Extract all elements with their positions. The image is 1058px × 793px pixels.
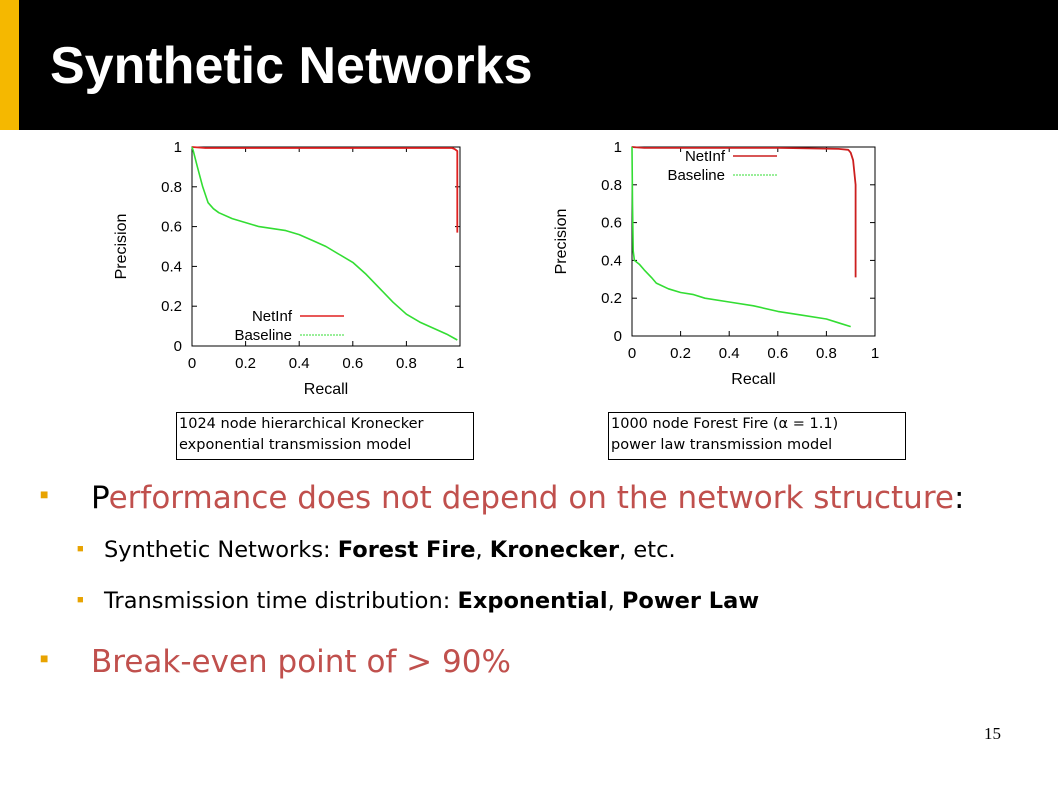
- legend-label: Baseline: [667, 167, 725, 184]
- bullet-bold: Power Law: [621, 588, 760, 614]
- bullet-text: erformance does not depend on the networ…: [108, 480, 954, 516]
- y-tick-label: 0.6: [161, 219, 182, 236]
- bullet-marker: ■: [40, 650, 49, 666]
- y-tick-label: 0.4: [161, 258, 182, 275]
- bullet-text: Transmission time distribution:: [104, 588, 458, 614]
- y-tick-label: 0.8: [161, 179, 182, 196]
- caption-line: 1000 node Forest Fire (α = 1.1): [611, 416, 839, 432]
- chart-kronecker: 0 0.2 0.4 0.6 0.8 1 0 0.2 0.4 0.6 0.8 1 Recall Precis…: [113, 140, 464, 398]
- series-line: [631, 146, 857, 278]
- x-axis-label: Recall: [304, 381, 348, 398]
- caption-kronecker: 1024 node hierarchical Kronecker exponen…: [176, 412, 474, 460]
- caption-line: exponential transmission model: [179, 437, 412, 453]
- legend-label: NetInf: [252, 308, 293, 325]
- caption-line: 1024 node hierarchical Kronecker: [179, 416, 424, 432]
- bullet-transmission-time: Transmission time distribution: Exponent…: [104, 586, 759, 616]
- bullet-marker: ■: [40, 486, 49, 502]
- x-axis-label: Recall: [731, 371, 775, 388]
- slide-title: Synthetic Networks: [50, 37, 533, 95]
- bullet-text: , etc.: [619, 537, 676, 563]
- bullet-text: ,: [475, 537, 490, 563]
- y-tick-label: 0.8: [601, 177, 622, 194]
- series-line: [631, 146, 851, 328]
- y-tick-label: 1: [174, 140, 182, 156]
- x-tick-label: 1: [456, 355, 464, 372]
- bullet-break-even: Break-even point of > 90%: [91, 644, 511, 680]
- bullet-bold: Exponential: [457, 588, 608, 614]
- legend-label: Baseline: [234, 327, 292, 344]
- y-tick-label: 0.4: [601, 252, 622, 269]
- y-tick-label: 0.2: [161, 298, 182, 315]
- x-tick-label: 0.2: [670, 345, 691, 362]
- bullet-colon: :: [953, 480, 965, 516]
- y-tick-label: 0.6: [601, 215, 622, 232]
- bullet-bold: Kronecker: [489, 537, 620, 563]
- plot-frame: [191, 146, 461, 347]
- y-tick-label: 0: [614, 328, 622, 345]
- x-tick-label: 0.2: [235, 355, 256, 372]
- y-axis-label: Precision: [113, 214, 130, 280]
- bullet-text: ,: [607, 588, 622, 614]
- x-tick-label: 0.8: [816, 345, 837, 362]
- caption-line: power law transmission model: [611, 437, 833, 453]
- x-tick-label: 0: [628, 345, 636, 362]
- y-tick-label: 0.2: [601, 290, 622, 307]
- title-bar: [0, 0, 1058, 130]
- series-line: [191, 146, 459, 233]
- y-axis-label: Precision: [553, 209, 570, 275]
- y-tick-label: 0: [174, 338, 182, 355]
- x-tick-label: 0.6: [342, 355, 363, 372]
- bullet-marker: ■: [77, 594, 84, 606]
- bullet-bold: Forest Fire: [337, 537, 476, 563]
- bullet-first-letter: P: [91, 480, 109, 516]
- x-tick-label: 0.8: [396, 355, 417, 372]
- y-tick-label: 1: [614, 140, 622, 156]
- bullet-performance: Performance does not depend on the netwo…: [91, 478, 964, 518]
- chart-forest-fire: 0 0.2 0.4 0.6 0.8 1 0 0.2 0.4 0.6 0.8 1 Recall Precis…: [553, 140, 879, 388]
- bullet-synthetic-networks: Synthetic Networks: Forest Fire, Kroneck…: [104, 535, 676, 565]
- series-line: [191, 146, 458, 341]
- x-tick-label: 0: [188, 355, 196, 372]
- title-accent-bar: [0, 0, 19, 130]
- legend-label: NetInf: [685, 148, 726, 165]
- caption-forest-fire: 1000 node Forest Fire (α = 1.1) power la…: [608, 412, 906, 460]
- page-number: 15: [984, 724, 1001, 743]
- x-tick-label: 1: [871, 345, 879, 362]
- x-tick-label: 0.4: [289, 355, 310, 372]
- x-tick-label: 0.6: [767, 345, 788, 362]
- x-tick-label: 0.4: [719, 345, 740, 362]
- bullet-text: Synthetic Networks:: [104, 537, 338, 563]
- bullet-marker: ■: [77, 543, 84, 555]
